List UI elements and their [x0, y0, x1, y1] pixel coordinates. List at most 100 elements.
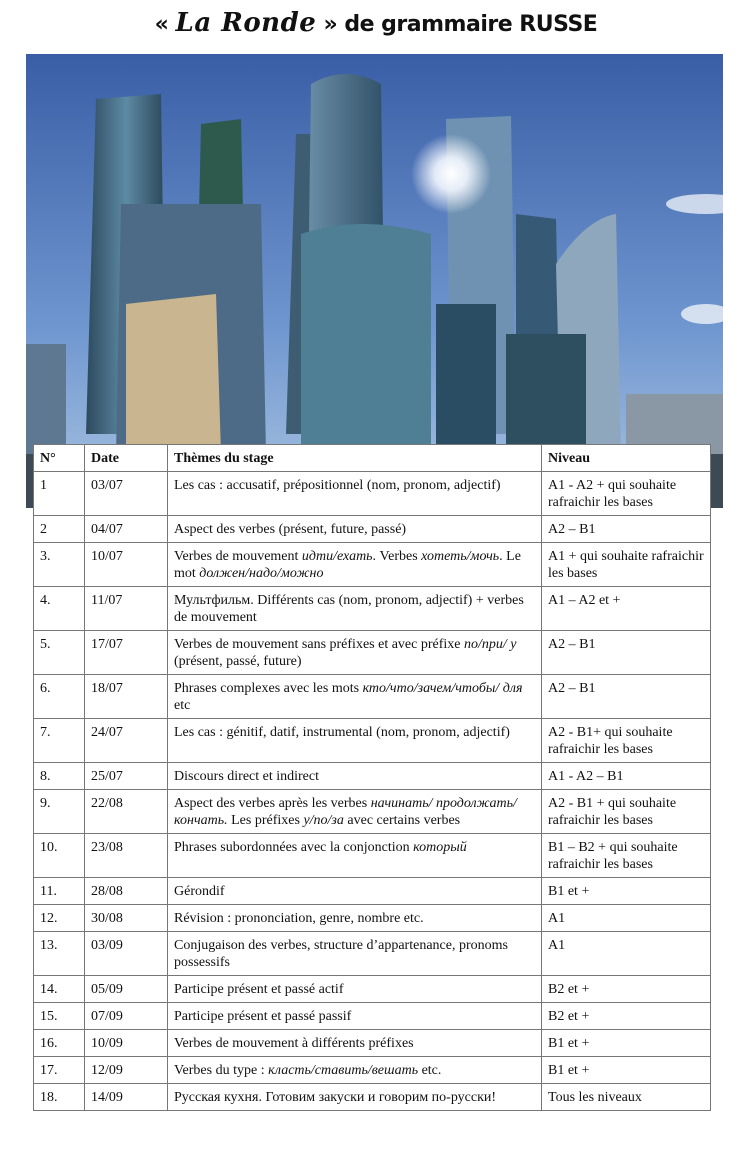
theme-text: . Verbes — [372, 549, 422, 564]
table-row: 14. 05/09 Participe présent et passé actif… — [33, 975, 711, 1003]
brand-name: La Ronde — [175, 8, 317, 38]
row-date: 12/09 — [84, 1056, 168, 1084]
table-row: 11. 28/08 Gérondif B1 et + — [33, 877, 711, 905]
row-number: 12. — [33, 904, 85, 932]
theme-text: Verbes de mouvement à différents préfixe… — [174, 1036, 414, 1051]
theme-text: etc. — [418, 1063, 442, 1078]
theme-text: etc — [174, 698, 191, 713]
row-level: B2 et + — [541, 975, 711, 1003]
row-theme: Phrases complexes avec les mots кто/что/… — [167, 674, 542, 719]
header-theme: Thèmes du stage — [167, 444, 542, 472]
row-date: 10/07 — [84, 542, 168, 587]
theme-text: Aspect des verbes après les verbes — [174, 796, 371, 811]
table-row: 5. 17/07 Verbes de mouvement sans préfixes… — [33, 630, 711, 675]
row-date: 04/07 — [84, 515, 168, 543]
theme-text: Les cas : génitif, datif, instrumental (… — [174, 725, 510, 740]
theme-text: Мультфильм. Différents cas (nom, pronom,… — [174, 593, 524, 625]
theme-text: Русская кухня. Готовим закуски и говорим… — [174, 1090, 497, 1105]
table-row: 18. 14/09 Русская кухня. Готовим закуски и… — [33, 1083, 711, 1111]
russian-term: по/при/ у — [464, 637, 517, 652]
row-date: 23/08 — [84, 833, 168, 878]
table-row: 15. 07/09 Participe présent et passé passi… — [33, 1002, 711, 1030]
row-level: B1 et + — [541, 877, 711, 905]
theme-text: Phrases complexes avec les mots — [174, 681, 363, 696]
row-theme: Discours direct et indirect — [167, 762, 542, 790]
row-theme: Aspect des verbes après les verbes начин… — [167, 789, 542, 834]
row-number: 6. — [33, 674, 85, 719]
row-date: 03/09 — [84, 931, 168, 976]
moscow-city-skyline-photo — [26, 54, 723, 508]
table-row: 8. 25/07 Discours direct et indirect A1 - A… — [33, 762, 711, 790]
row-level: B1 – B2 + qui souhaite rafraichir les ba… — [541, 833, 711, 878]
row-theme: Gérondif — [167, 877, 542, 905]
row-number: 4. — [33, 586, 85, 631]
row-date: 03/07 — [84, 471, 168, 516]
table-row: 7. 24/07 Les cas : génitif, datif, instrum… — [33, 718, 711, 763]
table-row: 4. 11/07 Мультфильм. Différents cas (nom, … — [33, 586, 711, 631]
row-level: B1 et + — [541, 1029, 711, 1057]
theme-text: Verbes de mouvement sans préfixes et ave… — [174, 637, 464, 652]
row-number: 1 — [33, 471, 85, 516]
row-level: A2 – B1 — [541, 630, 711, 675]
theme-text: Gérondif — [174, 884, 225, 899]
theme-text: Les cas : accusatif, prépositionnel (nom… — [174, 478, 501, 493]
table-row: 12. 30/08 Révision : prononciation, genre,… — [33, 904, 711, 932]
theme-text: Participe présent et passé actif — [174, 982, 344, 997]
row-level: Tous les niveaux — [541, 1083, 711, 1111]
russian-term: должен/надо/можно — [199, 566, 324, 581]
table-row: 1 03/07 Les cas : accusatif, prépositionne… — [33, 471, 711, 516]
row-level: A1 - A2 + qui souhaite rafraichir les ba… — [541, 471, 711, 516]
row-date: 24/07 — [84, 718, 168, 763]
row-date: 11/07 — [84, 586, 168, 631]
row-date: 22/08 — [84, 789, 168, 834]
theme-text: Les préfixes — [227, 813, 304, 828]
theme-text: Aspect des verbes (présent, future, pass… — [174, 522, 407, 537]
row-number: 18. — [33, 1083, 85, 1111]
row-theme: Révision : prononciation, genre, nombre … — [167, 904, 542, 932]
row-level: A2 – B1 — [541, 515, 711, 543]
table-row: 16. 10/09 Verbes de mouvement à différents… — [33, 1029, 711, 1057]
table-row: 13. 03/09 Conjugaison des verbes, structur… — [33, 931, 711, 976]
page-title: « La Ronde » de grammaire RUSSE — [0, 8, 752, 38]
row-theme: Les cas : génitif, datif, instrumental (… — [167, 718, 542, 763]
row-level: A1 - A2 – B1 — [541, 762, 711, 790]
table-header-row: N° Date Thèmes du stage Niveau — [33, 444, 711, 472]
header-level: Niveau — [541, 444, 711, 472]
row-level: A1 — [541, 931, 711, 976]
theme-text: Discours direct et indirect — [174, 769, 320, 784]
row-number: 16. — [33, 1029, 85, 1057]
row-number: 13. — [33, 931, 85, 976]
theme-text: Révision : prononciation, genre, nombre … — [174, 911, 424, 926]
row-date: 30/08 — [84, 904, 168, 932]
row-date: 07/09 — [84, 1002, 168, 1030]
theme-text: Verbes de mouvement — [174, 549, 302, 564]
theme-text: avec certains verbes — [343, 813, 461, 828]
row-theme: Verbes de mouvement à différents préfixe… — [167, 1029, 542, 1057]
theme-text: Conjugaison des verbes, structure d’appa… — [174, 938, 508, 970]
row-number: 8. — [33, 762, 85, 790]
row-date: 18/07 — [84, 674, 168, 719]
theme-text: (présent, passé, future) — [174, 654, 302, 669]
row-number: 3. — [33, 542, 85, 587]
header-number: N° — [33, 444, 85, 472]
row-number: 5. — [33, 630, 85, 675]
table-row: 9. 22/08 Aspect des verbes après les verbe… — [33, 789, 711, 834]
row-date: 25/07 — [84, 762, 168, 790]
russian-term: начинать/ продолжать/кончать. — [174, 796, 517, 828]
row-theme: Русская кухня. Готовим закуски и говорим… — [167, 1083, 542, 1111]
row-date: 10/09 — [84, 1029, 168, 1057]
theme-text: Participe présent et passé passif — [174, 1009, 352, 1024]
course-schedule-table: N° Date Thèmes du stage Niveau 1 03/07 Les… — [33, 444, 711, 1111]
header-date: Date — [84, 444, 168, 472]
row-theme: Conjugaison des verbes, structure d’appa… — [167, 931, 542, 976]
row-theme: Participe présent et passé actif — [167, 975, 542, 1003]
row-number: 10. — [33, 833, 85, 878]
table-row: 17. 12/09 Verbes du type : класть/ставить/… — [33, 1056, 711, 1084]
row-date: 05/09 — [84, 975, 168, 1003]
row-theme: Мультфильм. Différents cas (nom, pronom,… — [167, 586, 542, 631]
russian-term: кто/что/зачем/чтобы/ для — [362, 681, 523, 696]
row-number: 2 — [33, 515, 85, 543]
row-level: A2 - B1 + qui souhaite rafraichir les ba… — [541, 789, 711, 834]
row-number: 15. — [33, 1002, 85, 1030]
row-level: B2 et + — [541, 1002, 711, 1030]
